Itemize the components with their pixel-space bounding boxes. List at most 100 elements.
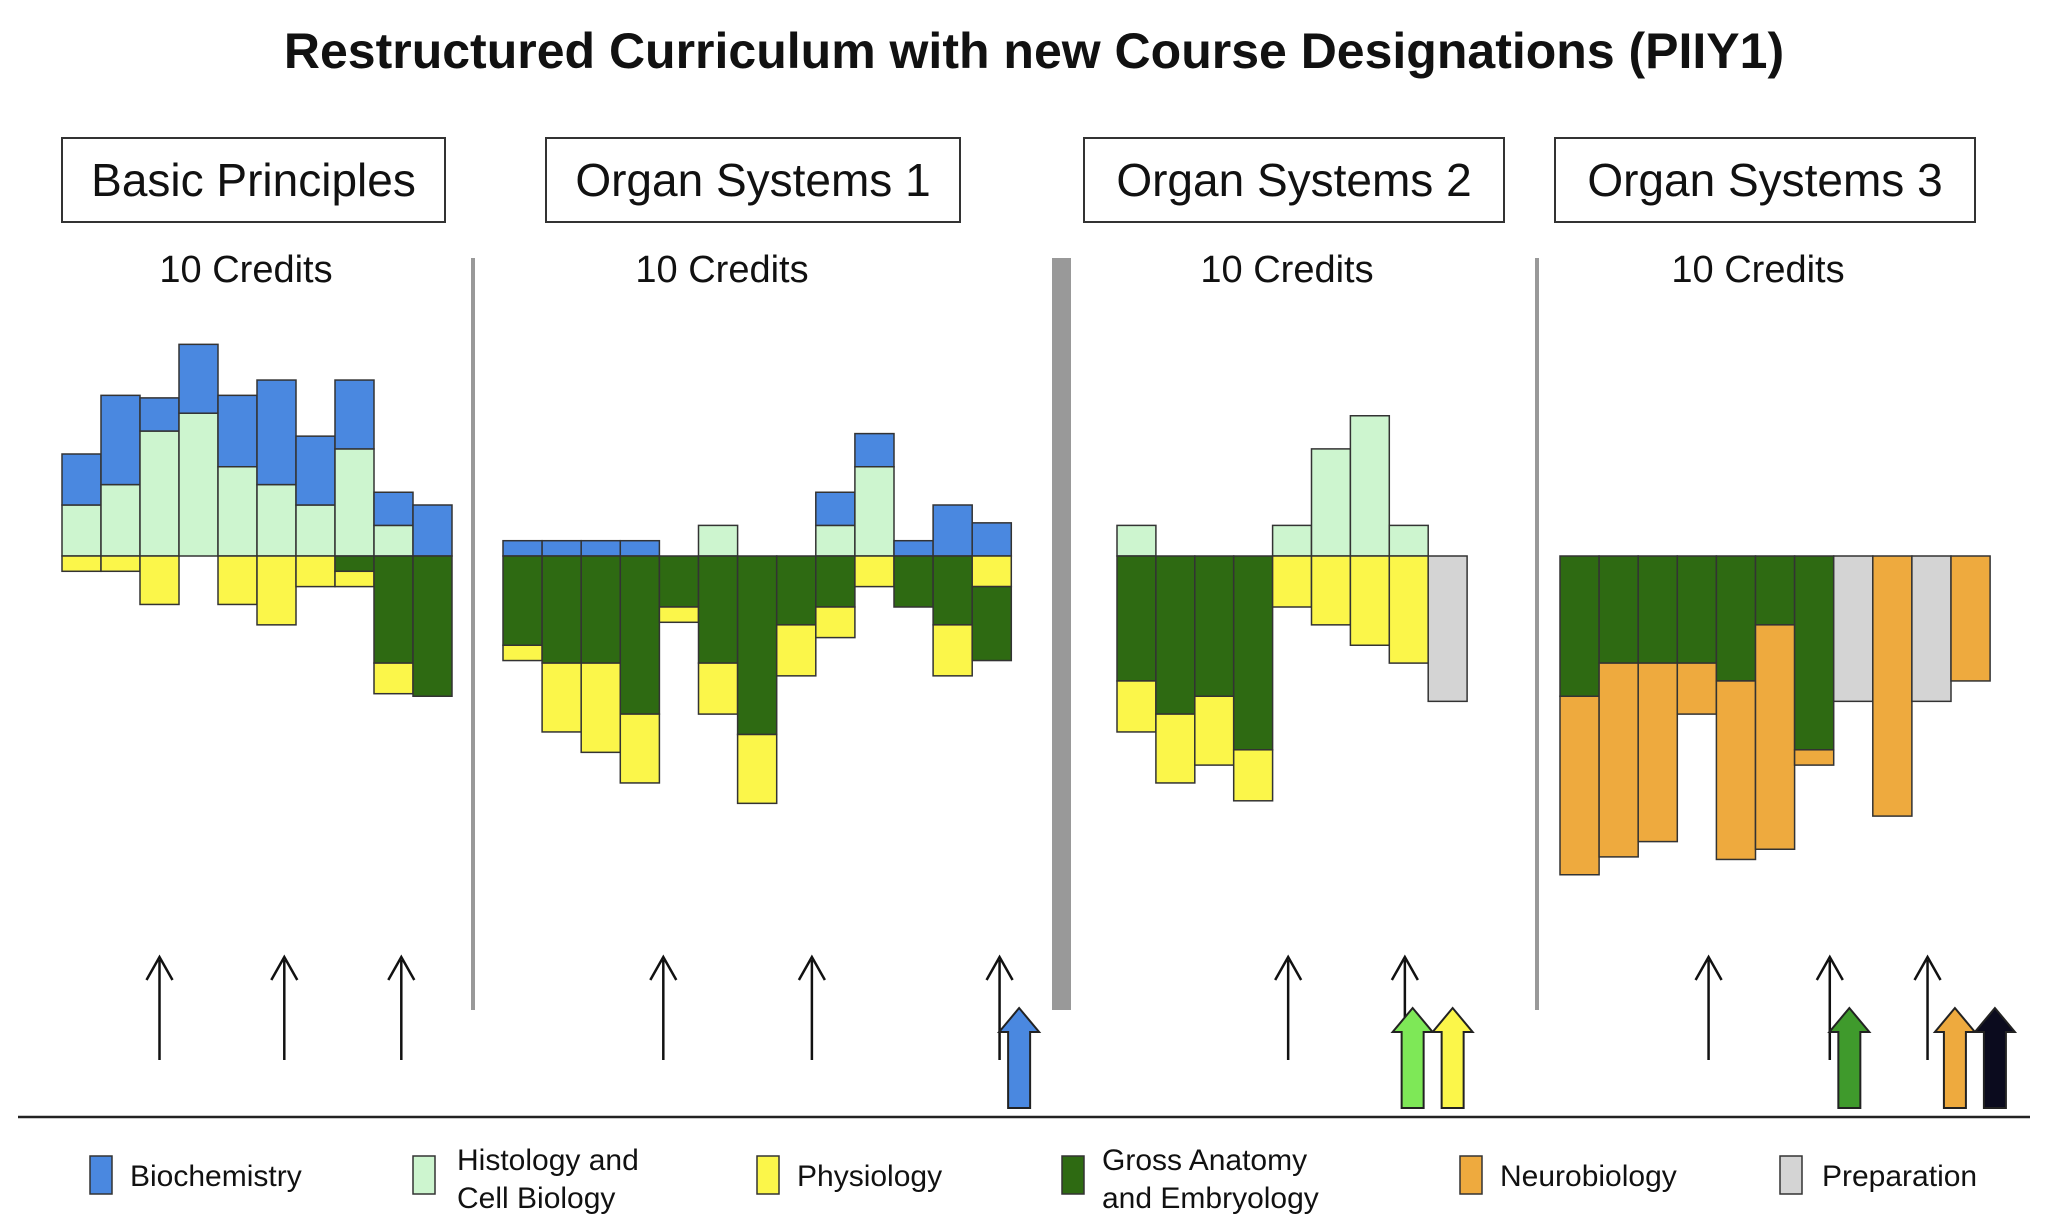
bar-segment-bio: [580, 539, 622, 557]
bar-segment-phys: [619, 713, 661, 784]
chart-title: Restructured Curriculum with new Course …: [284, 23, 1784, 79]
exam-arrow: [985, 954, 1014, 1060]
block-title: Basic Principles: [91, 154, 416, 206]
legend-label: Preparation: [1822, 1160, 1977, 1193]
bar-segment-phys: [1116, 680, 1157, 733]
block-organ-systems-3: Organ Systems 3 10 Credits: [1554, 137, 1991, 876]
completion-arrow-anat: [1827, 1006, 1872, 1109]
bar-segment-hist: [697, 524, 739, 557]
legend-swatch: [89, 1155, 113, 1195]
bar-segment-anat: [541, 555, 582, 664]
legend-item-gross-anatomy-and-embryology: Gross Anatomy and Embryology: [1061, 1144, 1319, 1215]
bar-segment-hist: [1116, 524, 1157, 557]
bar-segment-phys: [217, 555, 258, 606]
bar-segment-anat: [1793, 555, 1835, 751]
exam-arrow: [1274, 954, 1303, 1060]
legend-label: Physiology: [797, 1160, 942, 1193]
bar-segment-bio: [815, 491, 856, 527]
exam-arrow: [649, 954, 678, 1060]
block-credits: 10 Credits: [1200, 249, 1373, 291]
bar-segment-hist: [815, 524, 856, 557]
bar-segment-anat: [1676, 555, 1718, 664]
bar-segment-neuro: [1754, 624, 1796, 850]
bar-segment-anat: [1155, 555, 1196, 715]
legend-item-neurobiology: Neurobiology: [1459, 1155, 1677, 1195]
bar-segment-hist: [217, 466, 258, 557]
bar-segment-phys: [932, 624, 973, 677]
completion-arrow-phys: [1430, 1006, 1475, 1109]
legend-item-histology-and-cell-biology: Histology and Cell Biology: [412, 1144, 639, 1215]
bar-segment-prep: [1832, 555, 1874, 703]
bar-segment-bio: [412, 504, 453, 557]
block-title: Organ Systems 2: [1116, 154, 1471, 206]
bar-segment-anat: [971, 585, 1013, 662]
bar-segment-bio: [854, 432, 895, 468]
exam-arrow: [1815, 954, 1844, 1060]
legend-item-biochemistry: Biochemistry: [89, 1155, 302, 1195]
legend-label: Gross Anatomy and Embryology: [1102, 1144, 1319, 1215]
legend: Biochemistry Histology and Cell Biology Phy…: [89, 1144, 1977, 1215]
bar-segment-neuro: [1559, 695, 1600, 876]
bar-segment-hist: [256, 483, 297, 557]
bar-segment-prep: [1911, 555, 1952, 703]
bar-segment-phys: [815, 606, 856, 639]
bar-segment-anat: [1754, 555, 1796, 626]
bar-segment-bio: [541, 539, 582, 557]
legend-swatch: [756, 1155, 780, 1195]
exam-arrow: [1694, 954, 1723, 1060]
bar-segment-phys: [580, 662, 622, 754]
bar-segment-bio: [61, 453, 102, 506]
block-credits: 10 Credits: [159, 249, 332, 291]
bar-segment-neuro: [1676, 662, 1718, 715]
bar-segment-anat: [502, 555, 543, 646]
bar-segment-hist: [373, 524, 414, 557]
bar-segment-anat: [1116, 555, 1157, 682]
bar-segment-phys: [61, 555, 102, 573]
block-credits: 10 Credits: [635, 249, 808, 291]
bar-segment-phys: [502, 644, 543, 662]
legend-swatch: [1779, 1155, 1803, 1195]
bar-segment-phys: [1194, 695, 1235, 766]
exam-arrow: [797, 954, 826, 1060]
bar-segment-phys: [1310, 555, 1352, 626]
bar-segment-anat: [619, 555, 661, 715]
bar-segment-hist: [854, 466, 895, 557]
bar-segment-bio: [619, 539, 661, 557]
block-organ-systems-2: Organ Systems 2 10 Credits: [1083, 137, 1505, 802]
exam-arrow: [145, 954, 174, 1060]
legend-label: Biochemistry: [130, 1160, 302, 1193]
block-title: Organ Systems 3: [1587, 154, 1942, 206]
bar-segment-bio: [217, 394, 258, 468]
bar-segment-anat: [697, 555, 739, 664]
bar-segment-bio: [256, 379, 297, 486]
bar-segment-phys: [334, 570, 375, 588]
bar-segment-bio: [295, 435, 336, 506]
bar-segment-neuro: [1637, 662, 1679, 843]
bar-segment-hist: [178, 412, 219, 557]
exam-markers: [145, 954, 1942, 1060]
bar-segment-phys: [541, 662, 582, 733]
bar-segment-neuro: [1715, 680, 1757, 861]
bar-segment-hist: [1349, 415, 1391, 557]
bar-segment-anat: [1598, 555, 1639, 664]
bar-segment-anat: [815, 555, 856, 608]
bar-segment-neuro: [1793, 749, 1835, 766]
bar-segment-anat: [1194, 555, 1235, 697]
bar-segment-bio: [971, 522, 1013, 557]
bar-segment-anat: [1559, 555, 1600, 697]
bar-segment-neuro: [1950, 555, 1991, 682]
legend-swatch: [412, 1155, 436, 1195]
bar-segment-bio: [178, 343, 219, 414]
legend-item-physiology: Physiology: [756, 1155, 942, 1195]
separator-bar: [1052, 258, 1071, 1010]
legend-label: Neurobiology: [1500, 1160, 1677, 1193]
bar-segment-anat: [893, 555, 934, 608]
bar-segment-hist: [1271, 524, 1313, 557]
bar-segment-neuro: [1598, 662, 1639, 858]
bar-segment-hist: [295, 504, 336, 557]
bar-segment-hist: [100, 483, 141, 557]
bar-segment-bio: [893, 539, 934, 557]
bar-segment-phys: [736, 733, 778, 805]
